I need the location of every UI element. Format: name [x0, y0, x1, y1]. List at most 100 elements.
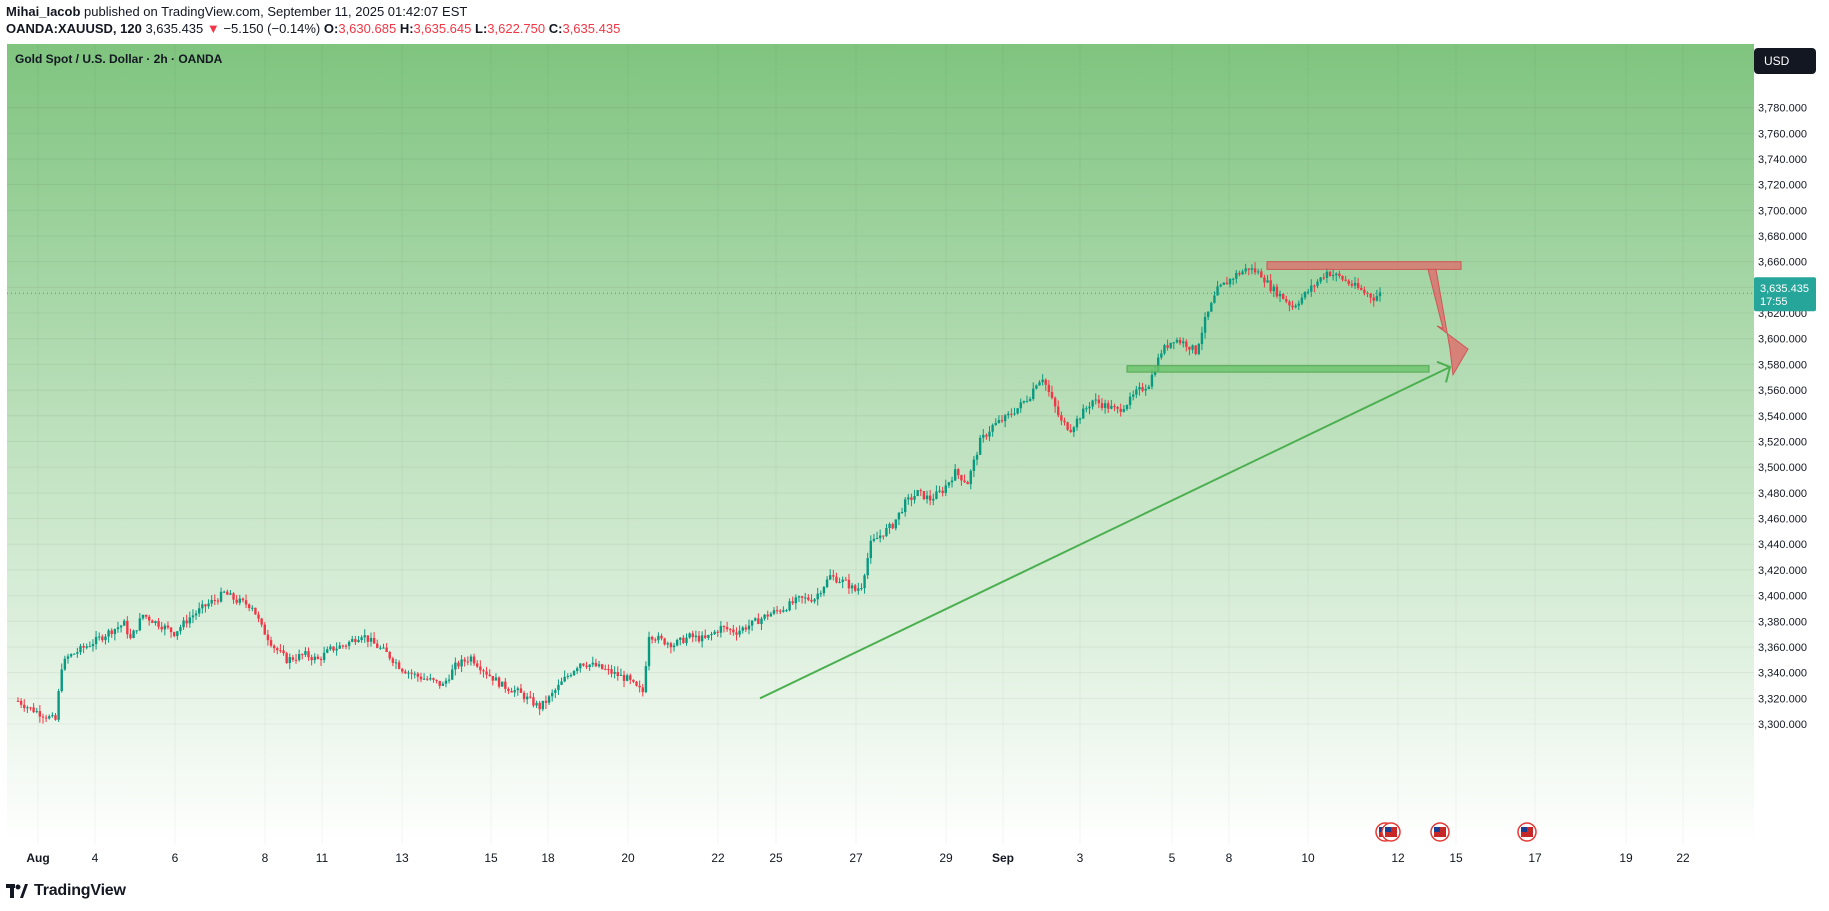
candle-body	[432, 678, 435, 680]
candle-body	[322, 652, 326, 660]
candle-body	[1107, 403, 1110, 409]
candle-body	[738, 630, 741, 635]
time-axis[interactable]: Aug 4 6 8 11 13 15 18 20 22 25 27 29 Sep 3 5 8 10 12 15 17 19…	[26, 851, 1690, 865]
price-axis[interactable]: 3,300.000 3,320.000 3,340.000 3,360.000 3,38…	[1758, 103, 1807, 731]
candle-body	[707, 634, 710, 638]
candle-body	[960, 475, 963, 481]
candle-body	[48, 716, 51, 719]
candle-body	[138, 618, 142, 631]
candle-body	[988, 431, 991, 437]
candle-body	[1157, 357, 1160, 372]
time-tick-label: Sep	[992, 851, 1014, 865]
candle-body	[222, 591, 226, 593]
symbol-label[interactable]: OANDA:XAUUSD, 120	[6, 21, 142, 36]
candle-body	[941, 490, 944, 493]
time-tick-label: 25	[769, 851, 783, 865]
candle-body	[757, 618, 760, 624]
price-chart[interactable]: 3,300.000 3,320.000 3,340.000 3,360.000 3,38…	[0, 44, 1829, 872]
candle-body	[360, 637, 363, 640]
candle-body	[685, 637, 688, 644]
candle-body	[66, 656, 70, 659]
candle-body	[185, 620, 188, 624]
candle-body	[697, 635, 701, 642]
candle-body	[985, 434, 988, 437]
candle-body	[1116, 407, 1119, 409]
author-name[interactable]: Mihai_Iacob	[6, 4, 81, 19]
candle-body	[1053, 397, 1057, 407]
candle-body	[19, 700, 23, 705]
candle-body	[1213, 295, 1216, 303]
candle-body	[297, 654, 301, 660]
candle-body	[504, 681, 507, 689]
price-tick-label: 3,480.000	[1758, 488, 1807, 500]
candle-body	[1210, 302, 1213, 312]
candle-body	[1303, 292, 1307, 298]
candle-body	[463, 659, 466, 662]
candle-body	[232, 593, 235, 600]
economic-events[interactable]	[1375, 822, 1537, 842]
candle-body	[329, 646, 332, 650]
candle-body	[1341, 275, 1344, 280]
candle-body	[563, 676, 566, 682]
candle-body	[1253, 268, 1257, 273]
candle-body	[1191, 345, 1194, 350]
candle-body	[1263, 277, 1266, 283]
candle-body	[1072, 427, 1076, 433]
candle-body	[94, 636, 98, 645]
candle-body	[1097, 399, 1101, 404]
candle-body	[766, 614, 769, 617]
candle-body	[201, 604, 204, 609]
candle-body	[804, 597, 807, 599]
candle-body	[813, 599, 816, 602]
candle-body	[1088, 406, 1091, 409]
trend-line	[759, 366, 1451, 700]
candle-body	[1256, 271, 1260, 273]
price-tick-label: 3,380.000	[1758, 616, 1807, 628]
candle-body	[151, 620, 154, 624]
candle-body	[126, 620, 129, 635]
candle-body	[878, 535, 882, 539]
candle-body	[847, 579, 851, 589]
candle-body	[1194, 345, 1197, 355]
candle-body	[779, 610, 782, 612]
high-label: H:	[399, 21, 414, 36]
candle-body	[154, 621, 157, 624]
candle-body	[388, 651, 391, 659]
candle-body	[1091, 400, 1094, 407]
currency-button[interactable]: USD	[1754, 48, 1816, 74]
tradingview-logo[interactable]: TradingView	[6, 882, 126, 900]
candle-body	[1175, 339, 1179, 343]
candle-body	[850, 585, 854, 589]
candle-body	[332, 646, 335, 651]
candle-body	[747, 625, 751, 630]
candle-body	[700, 635, 704, 642]
candle-body	[141, 614, 145, 619]
candle-body	[91, 644, 95, 647]
candle-body	[469, 656, 473, 662]
price-tag-box	[1754, 277, 1816, 312]
price-tick-label: 3,780.000	[1758, 103, 1807, 115]
candle-body	[26, 707, 29, 709]
candle-body	[716, 631, 719, 633]
candle-body	[903, 499, 907, 513]
candle-body	[379, 647, 382, 649]
candle-body	[594, 662, 598, 667]
candle-body	[485, 671, 488, 675]
candle-body	[966, 481, 969, 485]
candle-body	[1300, 297, 1304, 304]
candle-body	[591, 662, 594, 665]
drawings[interactable]	[7, 261, 1754, 700]
close-label: C:	[548, 21, 563, 36]
candle-body	[351, 639, 354, 642]
candle-body	[729, 629, 732, 631]
time-tick-label: 5	[1169, 851, 1176, 865]
time-tick-label: 8	[262, 851, 269, 865]
candle-body	[1278, 293, 1282, 297]
publish-info: Mihai_Iacob published on TradingView.com…	[6, 4, 467, 19]
chart-background	[7, 44, 1754, 844]
candle-body	[1353, 282, 1357, 286]
candle-body	[1347, 280, 1350, 284]
candle-body	[1128, 396, 1132, 406]
candle-body	[1297, 303, 1300, 306]
candle-body	[482, 670, 485, 672]
